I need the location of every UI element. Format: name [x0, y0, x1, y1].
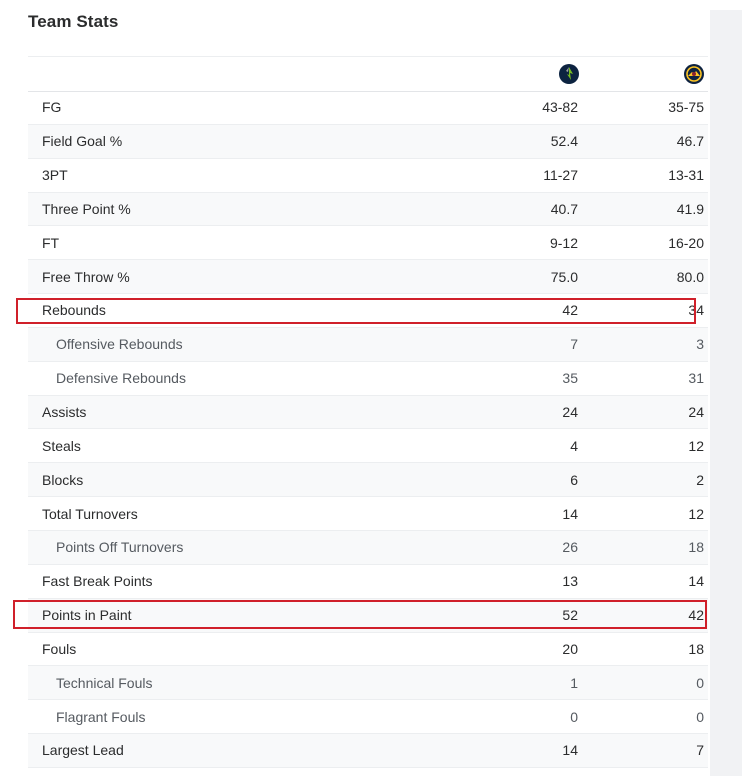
stat-value-timberwolves: 0 [570, 708, 578, 725]
stat-value-timberwolves: 14 [562, 505, 578, 522]
stat-label: FG [42, 99, 62, 116]
stat-value-timberwolves: 75.0 [550, 268, 578, 285]
stat-label: Fast Break Points [42, 573, 153, 590]
stat-value-timberwolves: 40.7 [550, 200, 578, 217]
nuggets-logo-icon [684, 64, 704, 84]
stat-label: Rebounds [42, 302, 106, 319]
stat-row: Fast Break Points 13 14 [28, 565, 708, 599]
panel-title: Team Stats [28, 12, 119, 31]
stat-value-nuggets: 41.9 [676, 200, 704, 217]
stat-value-nuggets: 24 [688, 404, 704, 421]
stat-label: Technical Fouls [56, 674, 153, 691]
stat-value-timberwolves: 13 [562, 573, 578, 590]
stat-row: Fouls 20 18 [28, 633, 708, 667]
stat-row: Technical Fouls 1 0 [28, 666, 708, 701]
stat-value-nuggets: 18 [688, 539, 704, 556]
stat-value-nuggets: 34 [688, 302, 704, 319]
stat-value-timberwolves: 52.4 [550, 133, 578, 150]
stat-label: Field Goal % [42, 133, 123, 150]
stats-table: FG 43-82 35-75 Field Goal % 52.4 46.7 3PT 11-27… [28, 91, 708, 768]
stat-row: Field Goal % 52.4 46.7 [28, 124, 708, 159]
stat-value-timberwolves: 9-12 [549, 234, 578, 251]
stat-label: Fouls [42, 640, 77, 657]
stat-value-timberwolves: 11-27 [543, 167, 578, 184]
stat-value-timberwolves: 26 [562, 539, 578, 556]
stat-value-nuggets: 13-31 [668, 167, 704, 184]
stat-row: Points Off Turnovers 26 18 [28, 530, 708, 565]
stat-row: FT 9-12 16-20 [28, 226, 708, 261]
team-header-row [28, 56, 708, 92]
stat-row: Largest Lead 14 7 [28, 734, 708, 768]
stat-value-nuggets: 12 [688, 505, 704, 522]
page-background-gutter [710, 10, 742, 776]
stat-value-timberwolves: 35 [562, 370, 578, 387]
stat-row: Three Point % 40.7 41.9 [28, 192, 708, 227]
stat-value-nuggets: 42 [688, 607, 704, 624]
stat-label: Flagrant Fouls [56, 708, 146, 725]
stat-value-nuggets: 18 [688, 640, 704, 657]
stat-label: Assists [42, 404, 87, 421]
stat-label: Defensive Rebounds [56, 370, 186, 387]
stat-label: Points Off Turnovers [56, 539, 184, 556]
stat-row: Total Turnovers 14 12 [28, 497, 708, 531]
stat-label: 3PT [42, 167, 68, 184]
team-stats-panel: Team Stats FG 43-82 35-75 Field Goal % 52.4 4… [14, 0, 708, 776]
stat-value-nuggets: 35-75 [668, 99, 704, 116]
stat-value-nuggets: 80.0 [676, 268, 704, 285]
timberwolves-logo-icon [559, 64, 579, 84]
stat-value-nuggets: 14 [688, 573, 704, 590]
stat-value-nuggets: 2 [696, 471, 704, 488]
stat-value-timberwolves: 24 [562, 404, 578, 421]
stat-value-timberwolves: 42 [562, 302, 578, 319]
stat-label: Largest Lead [42, 742, 124, 759]
stat-row: Rebounds 42 34 [28, 294, 708, 328]
stat-row: Defensive Rebounds 35 31 [28, 362, 708, 396]
stat-label: Offensive Rebounds [56, 336, 183, 353]
stat-value-nuggets: 7 [696, 742, 704, 759]
stat-label: FT [42, 234, 60, 251]
stat-label: Free Throw % [42, 268, 130, 285]
stat-row: Assists 24 24 [28, 395, 708, 430]
stat-value-timberwolves: 20 [562, 640, 578, 657]
stat-value-timberwolves: 43-82 [542, 99, 578, 116]
stat-value-nuggets: 3 [696, 336, 704, 353]
stat-row: Steals 4 12 [28, 429, 708, 464]
stat-label: Points in Paint [42, 607, 132, 624]
stat-row: Offensive Rebounds 7 3 [28, 327, 708, 362]
stat-row: Free Throw % 75.0 80.0 [28, 260, 708, 295]
stat-value-timberwolves: 6 [570, 471, 578, 488]
stat-value-nuggets: 16-20 [668, 234, 704, 251]
stat-value-timberwolves: 1 [570, 674, 578, 691]
stat-value-timberwolves: 4 [570, 437, 578, 454]
stat-value-timberwolves: 52 [562, 607, 578, 624]
stat-row: Blocks 6 2 [28, 463, 708, 498]
stat-label: Blocks [42, 471, 84, 488]
stat-value-nuggets: 46.7 [676, 133, 704, 150]
stat-label: Three Point % [42, 200, 131, 217]
stat-value-timberwolves: 14 [562, 742, 578, 759]
stat-row: Flagrant Fouls 0 0 [28, 700, 708, 735]
stat-value-nuggets: 12 [688, 437, 704, 454]
stat-row: FG 43-82 35-75 [28, 91, 708, 125]
stat-value-nuggets: 31 [688, 370, 704, 387]
stat-value-nuggets: 0 [696, 708, 704, 725]
stat-label: Total Turnovers [42, 505, 138, 522]
stat-label: Steals [42, 437, 81, 454]
stat-row: Points in Paint 52 42 [28, 598, 708, 633]
stat-value-timberwolves: 7 [570, 336, 578, 353]
stat-row: 3PT 11-27 13-31 [28, 159, 708, 193]
stat-value-nuggets: 0 [696, 674, 704, 691]
